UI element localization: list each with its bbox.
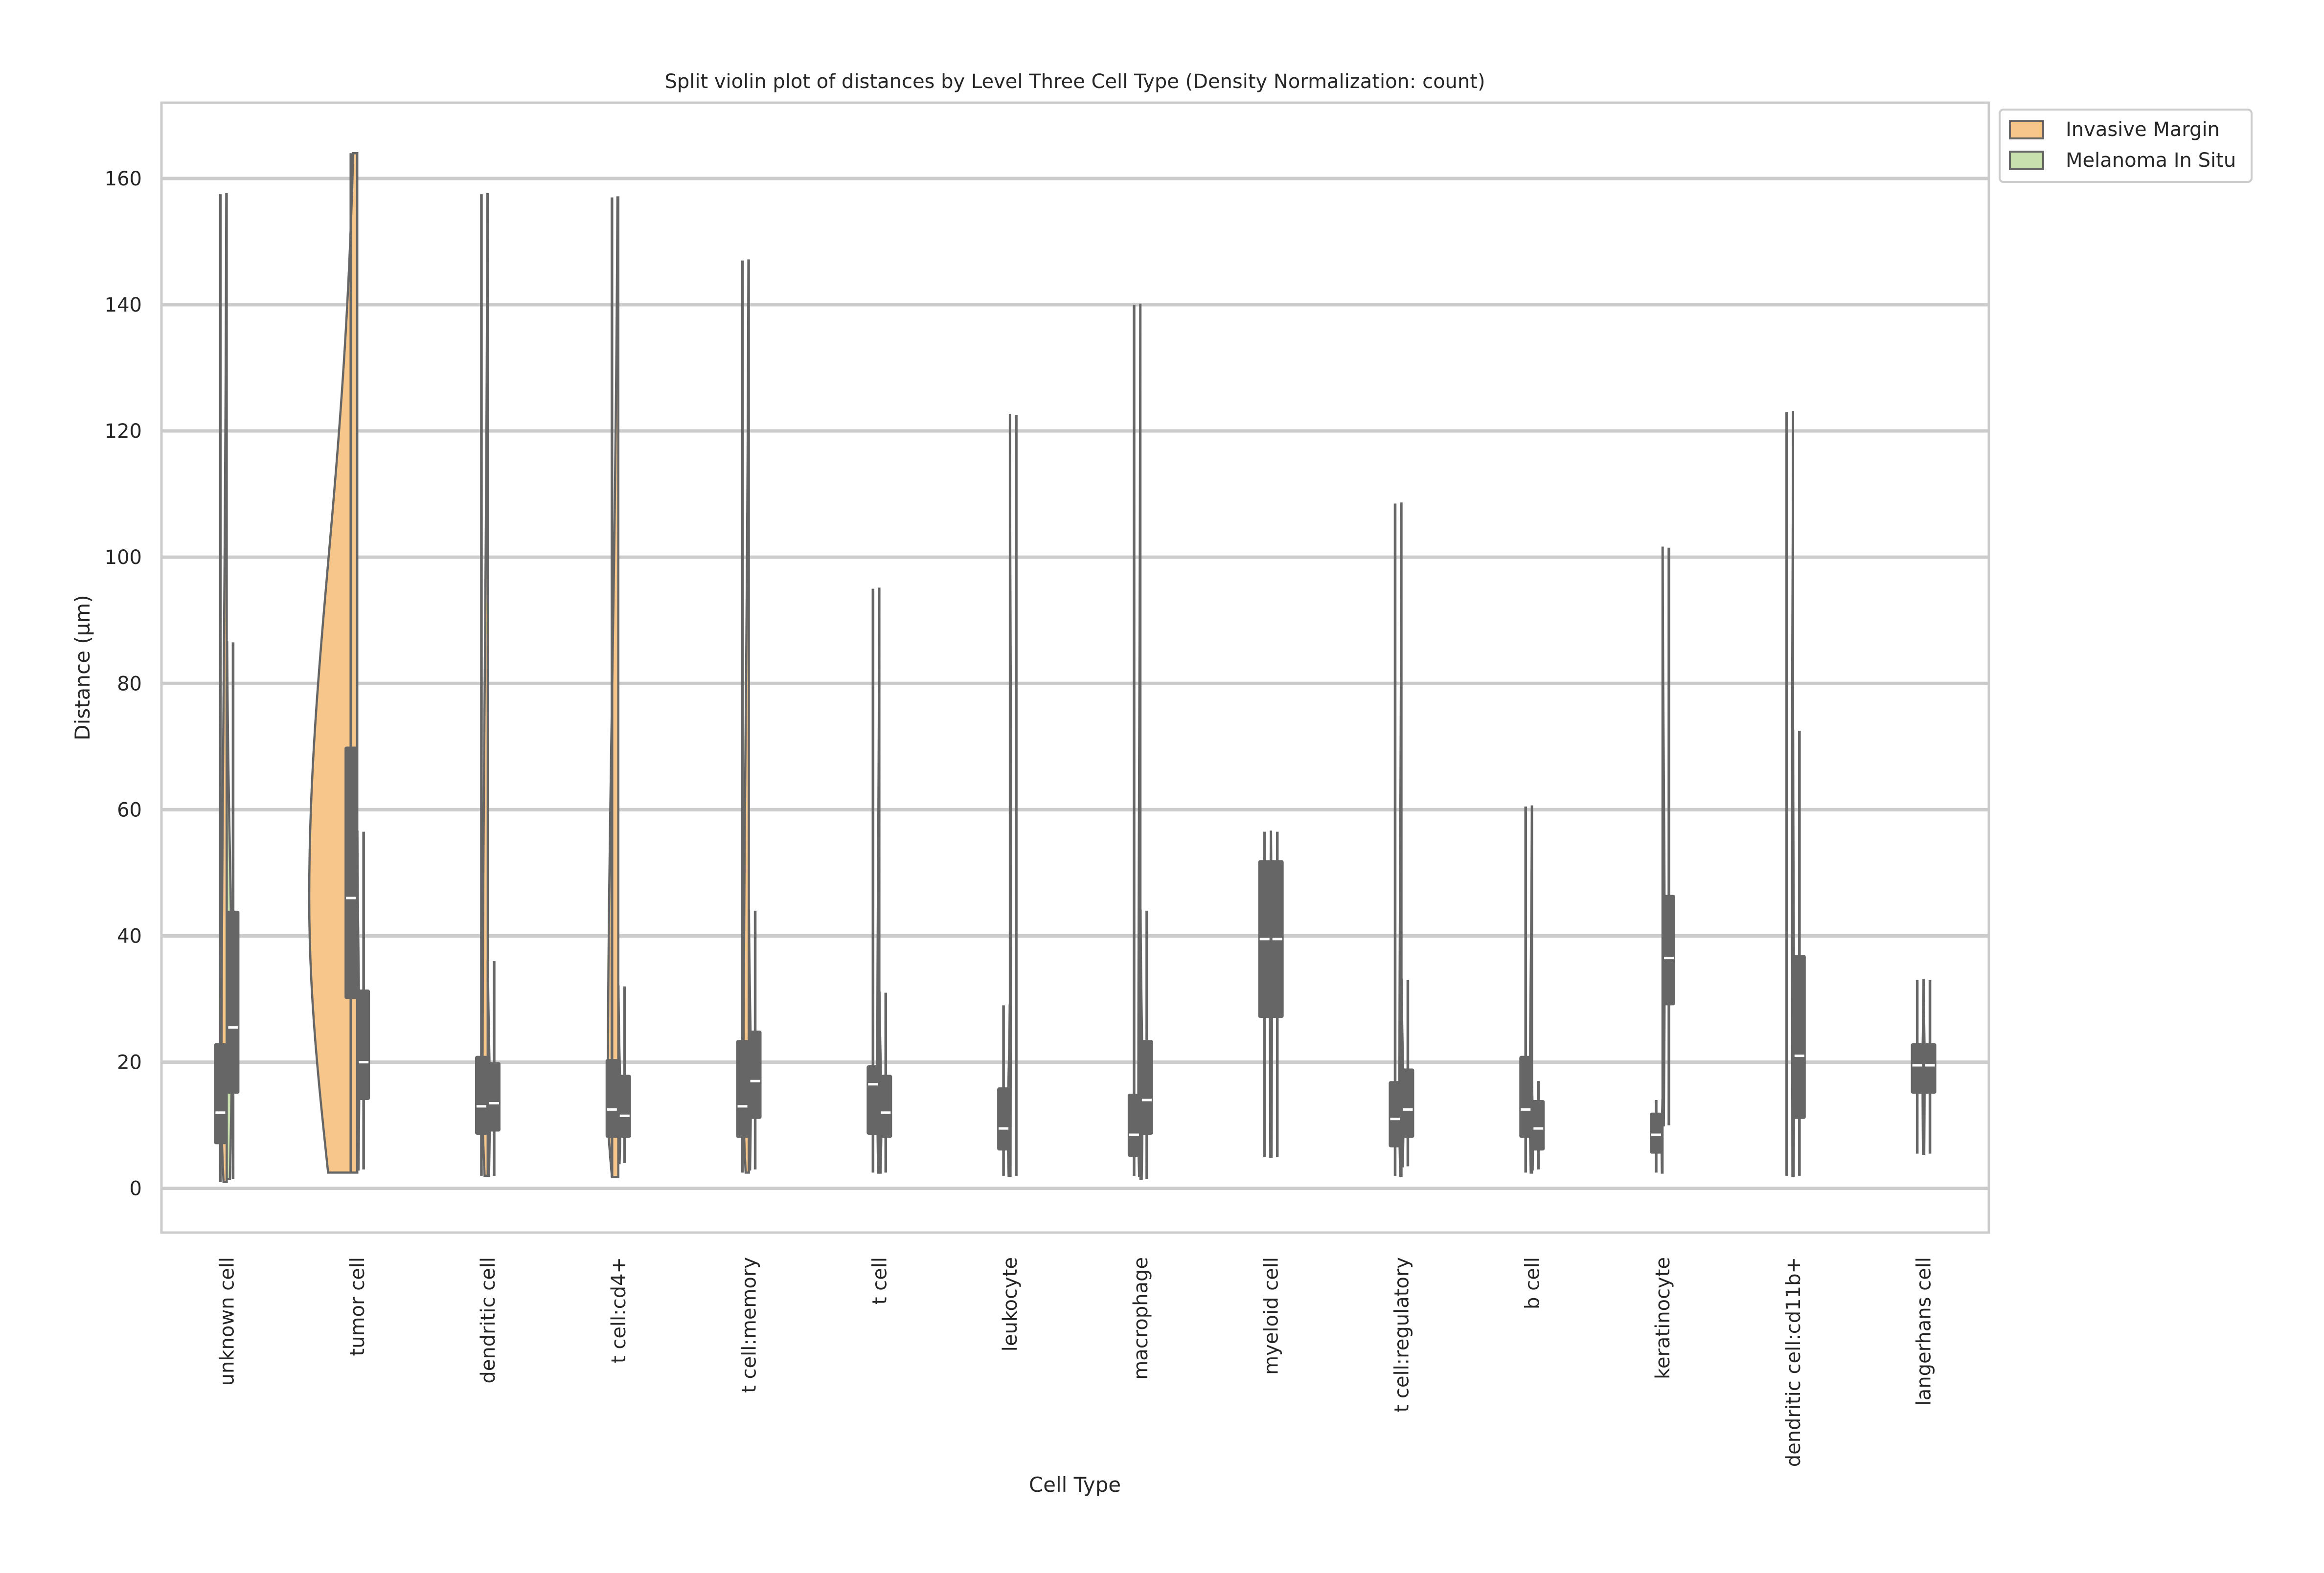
x-tick-label: myeloid cell: [1260, 1257, 1283, 1375]
x-tick-label: dendritic cell:cd11b+: [1782, 1257, 1805, 1467]
y-tick-label: 20: [117, 1052, 142, 1074]
iqr-box-invasive-margin: [736, 1040, 749, 1138]
iqr-box-melanoma-in-situ: [1923, 1043, 1937, 1094]
box-layer: [214, 153, 1937, 1182]
legend: Invasive Margin Melanoma In Situ: [1999, 109, 2253, 183]
x-axis-label: Cell Type: [1029, 1473, 1121, 1497]
iqr-box-melanoma-in-situ: [1793, 955, 1806, 1119]
y-tick-label: 100: [105, 546, 142, 569]
iqr-box-invasive-margin: [214, 1043, 227, 1145]
iqr-box-melanoma-in-situ: [227, 910, 240, 1094]
x-tick-label: t cell:memory: [738, 1257, 761, 1393]
violin-half-melanoma-in-situ: [1008, 414, 1012, 1177]
x-tick-label: dendritic cell: [477, 1257, 500, 1384]
x-tick-label: t cell: [868, 1257, 891, 1304]
x-tick-label: t cell:regulatory: [1390, 1257, 1413, 1413]
iqr-box-invasive-margin: [475, 1056, 488, 1135]
y-tick-label: 40: [117, 925, 142, 947]
x-tick-label: b cell: [1521, 1257, 1544, 1309]
x-tick-label: tumor cell: [346, 1257, 369, 1356]
plot-frame: [160, 101, 1990, 1234]
y-tick-label: 160: [105, 168, 142, 190]
y-axis-label: Distance (µm): [70, 595, 94, 740]
iqr-box-melanoma-in-situ: [1532, 1100, 1545, 1151]
iqr-box-invasive-margin: [344, 746, 358, 999]
y-tick-labels: 0 20 40 60 80 100 120 140 160: [105, 168, 142, 1200]
x-tick-label: leukocyte: [999, 1257, 1022, 1351]
iqr-box-melanoma-in-situ: [1663, 895, 1676, 1006]
iqr-box-melanoma-in-situ: [1401, 1068, 1414, 1138]
iqr-box-invasive-margin: [1519, 1056, 1532, 1138]
y-tick-label: 120: [105, 420, 142, 443]
iqr-box-melanoma-in-situ: [879, 1075, 892, 1138]
iqr-box-invasive-margin: [605, 1059, 618, 1138]
y-tick-label: 60: [117, 799, 142, 821]
y-tick-label: 80: [117, 673, 142, 695]
chart-title: Split violin plot of distances by Level …: [664, 70, 1485, 93]
iqr-box-melanoma-in-situ: [749, 1031, 762, 1119]
legend-frame: [1999, 109, 2253, 183]
iqr-box-invasive-margin: [866, 1065, 880, 1135]
iqr-box-invasive-margin: [1911, 1043, 1924, 1094]
iqr-box-invasive-margin: [1650, 1112, 1663, 1154]
iqr-box-invasive-margin: [1389, 1081, 1402, 1147]
legend-label-invasive-margin: Invasive Margin: [2066, 118, 2220, 141]
x-tick-label: langerhans cell: [1913, 1257, 1936, 1406]
y-tick-label: 0: [130, 1178, 142, 1200]
x-tick-label: unknown cell: [216, 1257, 238, 1386]
grid-layer: [161, 177, 1989, 1191]
x-tick-labels: unknown cell tumor cell dendritic cell t ce…: [216, 1257, 1935, 1467]
y-tick-label: 140: [105, 294, 142, 316]
iqr-box-invasive-margin: [1127, 1094, 1140, 1157]
iqr-box-melanoma-in-situ: [1140, 1040, 1153, 1135]
legend-swatch-melanoma-in-situ: [2009, 151, 2044, 170]
x-tick-label: t cell:cd4+: [608, 1257, 630, 1363]
legend-label-melanoma-in-situ: Melanoma In Situ: [2066, 149, 2236, 172]
iqr-box-melanoma-in-situ: [357, 989, 370, 1100]
x-tick-label: keratinocyte: [1652, 1257, 1674, 1379]
iqr-box-melanoma-in-situ: [487, 1062, 501, 1132]
iqr-box-invasive-margin: [997, 1087, 1010, 1151]
legend-swatch-invasive-margin: [2009, 120, 2044, 139]
x-tick-label: macrophage: [1130, 1257, 1152, 1380]
iqr-box-melanoma-in-situ: [618, 1075, 631, 1138]
